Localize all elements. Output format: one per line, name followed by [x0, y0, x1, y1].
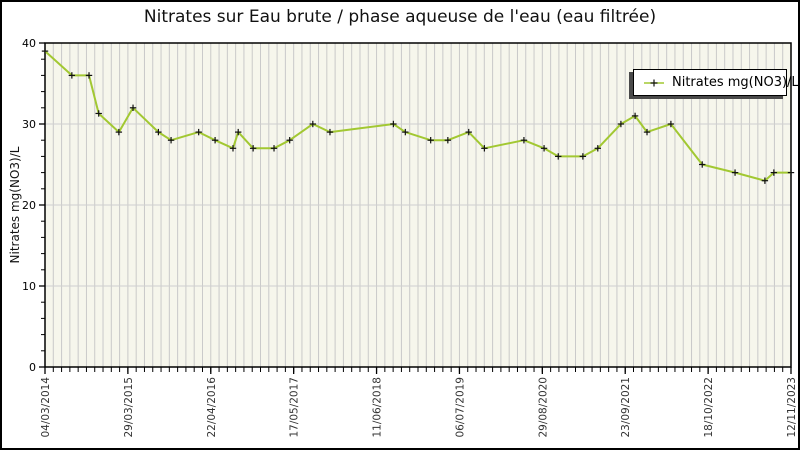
svg-text:29/03/2015: 29/03/2015: [123, 377, 135, 438]
svg-text:40: 40: [22, 37, 36, 50]
horizontal-gridlines: [45, 123, 791, 287]
y-tick-labels: 0 10 20 30 40: [22, 37, 36, 374]
legend: Nitrates mg(NO3)/L: [633, 69, 798, 96]
svg-text:17/05/2017: 17/05/2017: [289, 377, 301, 438]
svg-text:0: 0: [29, 361, 36, 374]
svg-text:06/07/2019: 06/07/2019: [454, 377, 466, 438]
svg-text:22/04/2016: 22/04/2016: [206, 377, 218, 438]
svg-text:30: 30: [22, 118, 36, 131]
x-minor-ticks: [44, 367, 792, 372]
svg-text:04/03/2014: 04/03/2014: [40, 377, 52, 438]
plot-frame: [44, 42, 792, 368]
svg-text:12/11/2023: 12/11/2023: [786, 377, 798, 438]
y-ticks: [39, 42, 45, 368]
svg-text:10: 10: [22, 280, 36, 293]
series-markers: [41, 47, 795, 184]
svg-text:29/08/2020: 29/08/2020: [537, 377, 549, 438]
x-tick-labels: 04/03/2014 29/03/2015 22/04/2016 17/05/2017…: [40, 377, 798, 438]
svg-text:20: 20: [22, 199, 36, 212]
svg-text:18/10/2022: 18/10/2022: [703, 377, 715, 438]
series-marker-icon: [643, 77, 665, 89]
x-major-ticks: [44, 367, 792, 374]
svg-text:23/09/2021: 23/09/2021: [620, 377, 632, 438]
legend-label: Nitrates mg(NO3)/L: [672, 75, 799, 90]
svg-text:11/06/2018: 11/06/2018: [372, 377, 384, 438]
chart-title: Nitrates sur Eau brute / phase aqueuse d…: [143, 7, 657, 27]
